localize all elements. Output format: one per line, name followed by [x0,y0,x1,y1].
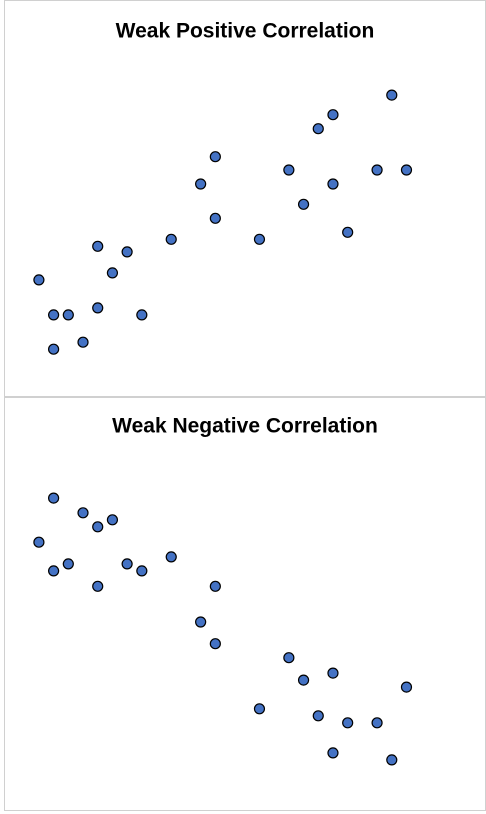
point [33,274,45,286]
point [400,681,413,693]
point [136,565,148,577]
point [48,492,60,504]
point [400,164,413,176]
chart-title: Weak Negative Correlation [112,415,378,438]
point [33,536,45,548]
point [253,233,266,245]
point [209,212,221,224]
point [209,580,221,592]
point [77,507,89,519]
chart-title: Weak Positive Correlation [116,20,375,43]
point [92,302,104,314]
point [136,309,148,321]
point [297,674,310,686]
point [312,710,324,722]
point [77,336,89,348]
chart: Weak Positive Correlation [4,0,486,397]
chart-frame [4,0,486,397]
point [106,514,119,526]
point [253,703,266,715]
point [312,123,324,135]
point [195,178,207,190]
chart: Weak Negative Correlation [4,397,486,811]
point [165,551,177,563]
point [195,616,207,628]
point [327,747,339,759]
point [386,754,398,766]
point [327,109,339,121]
point [342,717,354,729]
point [121,558,133,570]
point [209,638,221,650]
point [48,565,60,577]
chart-frame [4,397,486,811]
point [92,240,104,252]
point [92,580,104,592]
point [283,652,295,664]
point [327,178,339,190]
point [283,164,295,176]
point [165,233,177,245]
point [327,667,339,679]
point [48,343,60,355]
point [121,246,133,258]
point [371,717,383,729]
point [386,89,398,101]
point [371,164,383,176]
point [106,267,119,279]
point [342,226,354,238]
point [62,309,74,321]
point [48,309,60,321]
point [209,151,221,163]
point [62,558,74,570]
point [297,198,310,210]
point [92,521,104,533]
